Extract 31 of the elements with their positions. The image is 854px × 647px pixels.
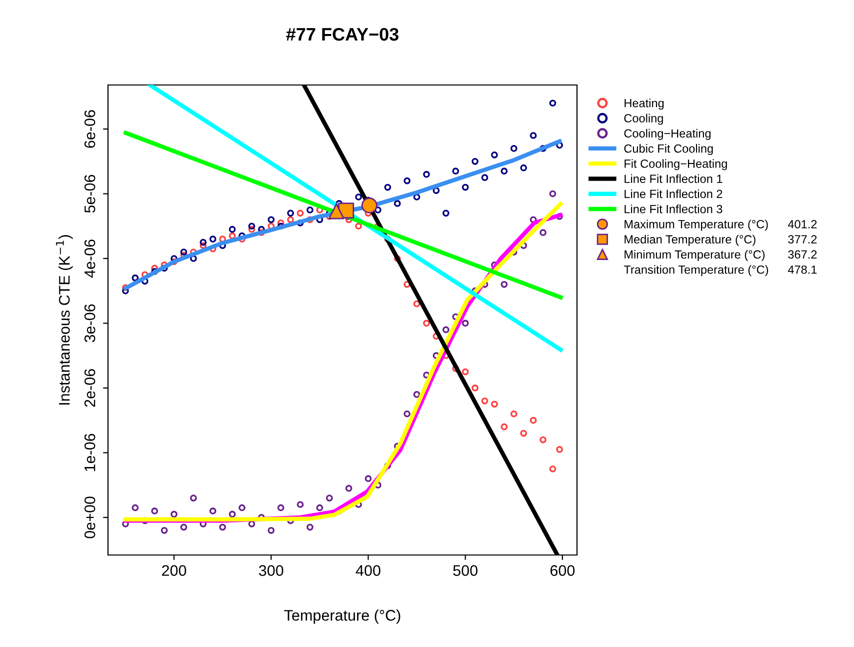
legend-label: Line Fit Inflection 1 [624, 174, 722, 183]
x-tick-label: 400 [356, 565, 380, 576]
legend-label: Cubic Fit Cooling [624, 144, 713, 156]
x-tick-label: 600 [550, 565, 575, 576]
y-tick-label: 0e+00 [84, 496, 96, 538]
y-tick-label: 4e-06 [84, 240, 96, 278]
x-tick-label: 500 [453, 565, 478, 576]
x-tick-label: 300 [258, 565, 284, 576]
legend-label: Median Temperature (°C) [624, 234, 756, 246]
y-tick-label: 2e-06 [84, 369, 96, 407]
text: 478.1 [788, 265, 817, 274]
y-tick-label: 1e-06 [84, 434, 96, 472]
chart-title: #77 FCAY−03 [286, 28, 398, 41]
x-axis-title: Temperature (°C) [284, 610, 400, 624]
text: 401.2 [788, 220, 817, 228]
legend-label: Cooling−Heating [624, 128, 711, 140]
legend-label: Maximum Temperature (°C) [624, 220, 768, 231]
y-tick-label: 5e-06 [84, 174, 96, 213]
legend-label: Cooling [624, 114, 663, 125]
text: 377.2 [788, 235, 817, 244]
y-tick-label: 3e-06 [84, 304, 96, 342]
y-axis-title: Instantaneous CTE (K$^{−1}$) [56, 235, 73, 405]
legend-label: Fit Cooling−Heating [624, 159, 727, 170]
text: Transition Temperature (°C) [624, 265, 768, 276]
y-tick-label: 6e-06 [84, 110, 96, 148]
text: 367.2 [788, 250, 817, 259]
legend-label: Minimum Temperature (°C) [624, 250, 765, 261]
x-tick-label: 200 [162, 565, 186, 576]
legend-label: Heating [624, 98, 664, 110]
legend-label: Line Fit Inflection 3 [624, 204, 722, 214]
legend-label: Line Fit Inflection 2 [624, 189, 722, 198]
